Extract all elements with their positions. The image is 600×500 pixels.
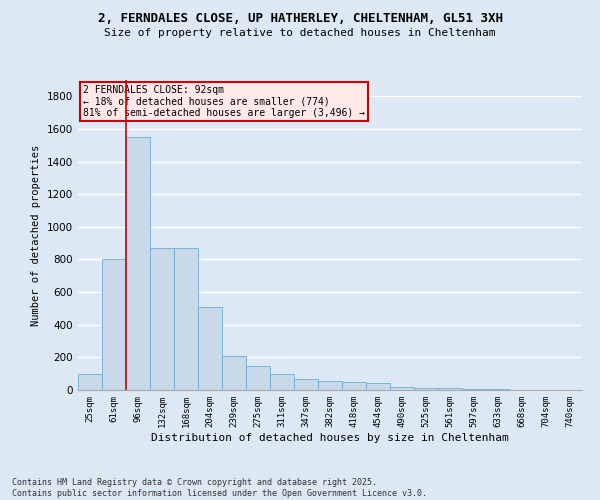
Bar <box>174 248 198 390</box>
Bar <box>294 378 318 390</box>
Bar <box>366 382 390 390</box>
Text: Contains HM Land Registry data © Crown copyright and database right 2025.
Contai: Contains HM Land Registry data © Crown c… <box>12 478 427 498</box>
Bar <box>270 374 294 390</box>
Bar <box>390 386 414 390</box>
Text: Size of property relative to detached houses in Cheltenham: Size of property relative to detached ho… <box>104 28 496 38</box>
Bar <box>318 381 342 390</box>
Bar <box>102 260 126 390</box>
Bar <box>78 374 102 390</box>
Bar <box>438 388 462 390</box>
Bar <box>414 388 438 390</box>
X-axis label: Distribution of detached houses by size in Cheltenham: Distribution of detached houses by size … <box>151 432 509 442</box>
Bar <box>126 137 150 390</box>
Y-axis label: Number of detached properties: Number of detached properties <box>31 144 41 326</box>
Bar <box>222 356 246 390</box>
Text: 2 FERNDALES CLOSE: 92sqm
← 18% of detached houses are smaller (774)
81% of semi-: 2 FERNDALES CLOSE: 92sqm ← 18% of detach… <box>83 84 365 118</box>
Bar <box>462 388 486 390</box>
Bar <box>198 307 222 390</box>
Bar <box>246 366 270 390</box>
Bar <box>342 382 366 390</box>
Bar <box>486 389 510 390</box>
Text: 2, FERNDALES CLOSE, UP HATHERLEY, CHELTENHAM, GL51 3XH: 2, FERNDALES CLOSE, UP HATHERLEY, CHELTE… <box>97 12 503 26</box>
Bar <box>150 248 174 390</box>
